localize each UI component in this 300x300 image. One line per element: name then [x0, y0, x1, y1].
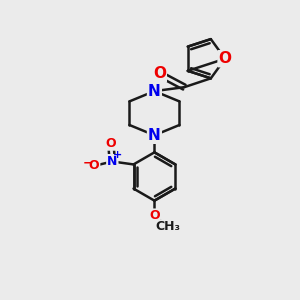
Text: O: O: [106, 137, 116, 150]
Text: N: N: [148, 84, 161, 99]
Text: +: +: [113, 150, 122, 160]
Text: −: −: [82, 157, 93, 169]
Text: O: O: [149, 209, 160, 223]
Text: N: N: [148, 128, 161, 143]
Text: O: O: [219, 51, 232, 66]
Text: N: N: [107, 155, 118, 168]
Text: CH₃: CH₃: [155, 220, 180, 233]
Text: O: O: [153, 66, 166, 81]
Text: O: O: [89, 159, 99, 172]
